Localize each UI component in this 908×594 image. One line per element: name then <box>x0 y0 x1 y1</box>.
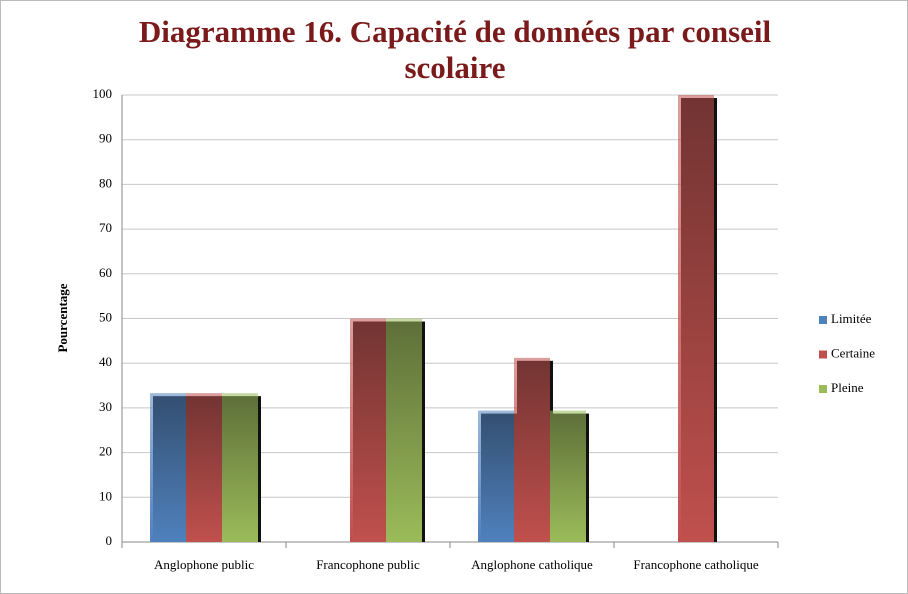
bar <box>550 410 586 542</box>
y-tick-label: 30 <box>99 399 112 414</box>
bar <box>514 357 550 542</box>
legend-swatch <box>819 316 827 324</box>
y-tick-label: 60 <box>99 265 112 280</box>
chart-title: Diagramme 16. Capacité de données par co… <box>138 14 772 85</box>
y-tick-label: 40 <box>99 354 112 369</box>
legend-swatch <box>819 350 827 359</box>
bar <box>222 393 258 542</box>
bar <box>186 393 222 542</box>
y-tick-label: 0 <box>106 533 113 548</box>
y-axis-label: Pourcentage <box>55 283 70 352</box>
y-tick-label: 90 <box>99 131 112 146</box>
x-tick-label: Francophone public <box>316 557 420 572</box>
y-tick-label: 50 <box>99 309 112 324</box>
x-tick-label: Anglophone public <box>153 557 254 572</box>
y-tick-label: 20 <box>99 444 112 459</box>
legend-label: Pleine <box>831 380 864 395</box>
legend-label: Certaine <box>831 345 875 360</box>
x-tick-label: Anglophone catholique <box>471 557 593 572</box>
bar <box>386 318 422 542</box>
y-tick-label: 70 <box>99 220 112 235</box>
y-tick-label: 10 <box>99 488 112 503</box>
legend-swatch <box>819 385 827 393</box>
bar <box>678 95 714 542</box>
y-tick-label: 100 <box>93 86 113 101</box>
bar <box>478 410 514 542</box>
legend-label: Limitée <box>831 311 872 326</box>
x-tick-label: Francophone catholique <box>633 557 759 572</box>
bar <box>350 318 386 542</box>
y-tick-label: 80 <box>99 175 112 190</box>
bar <box>150 393 186 542</box>
